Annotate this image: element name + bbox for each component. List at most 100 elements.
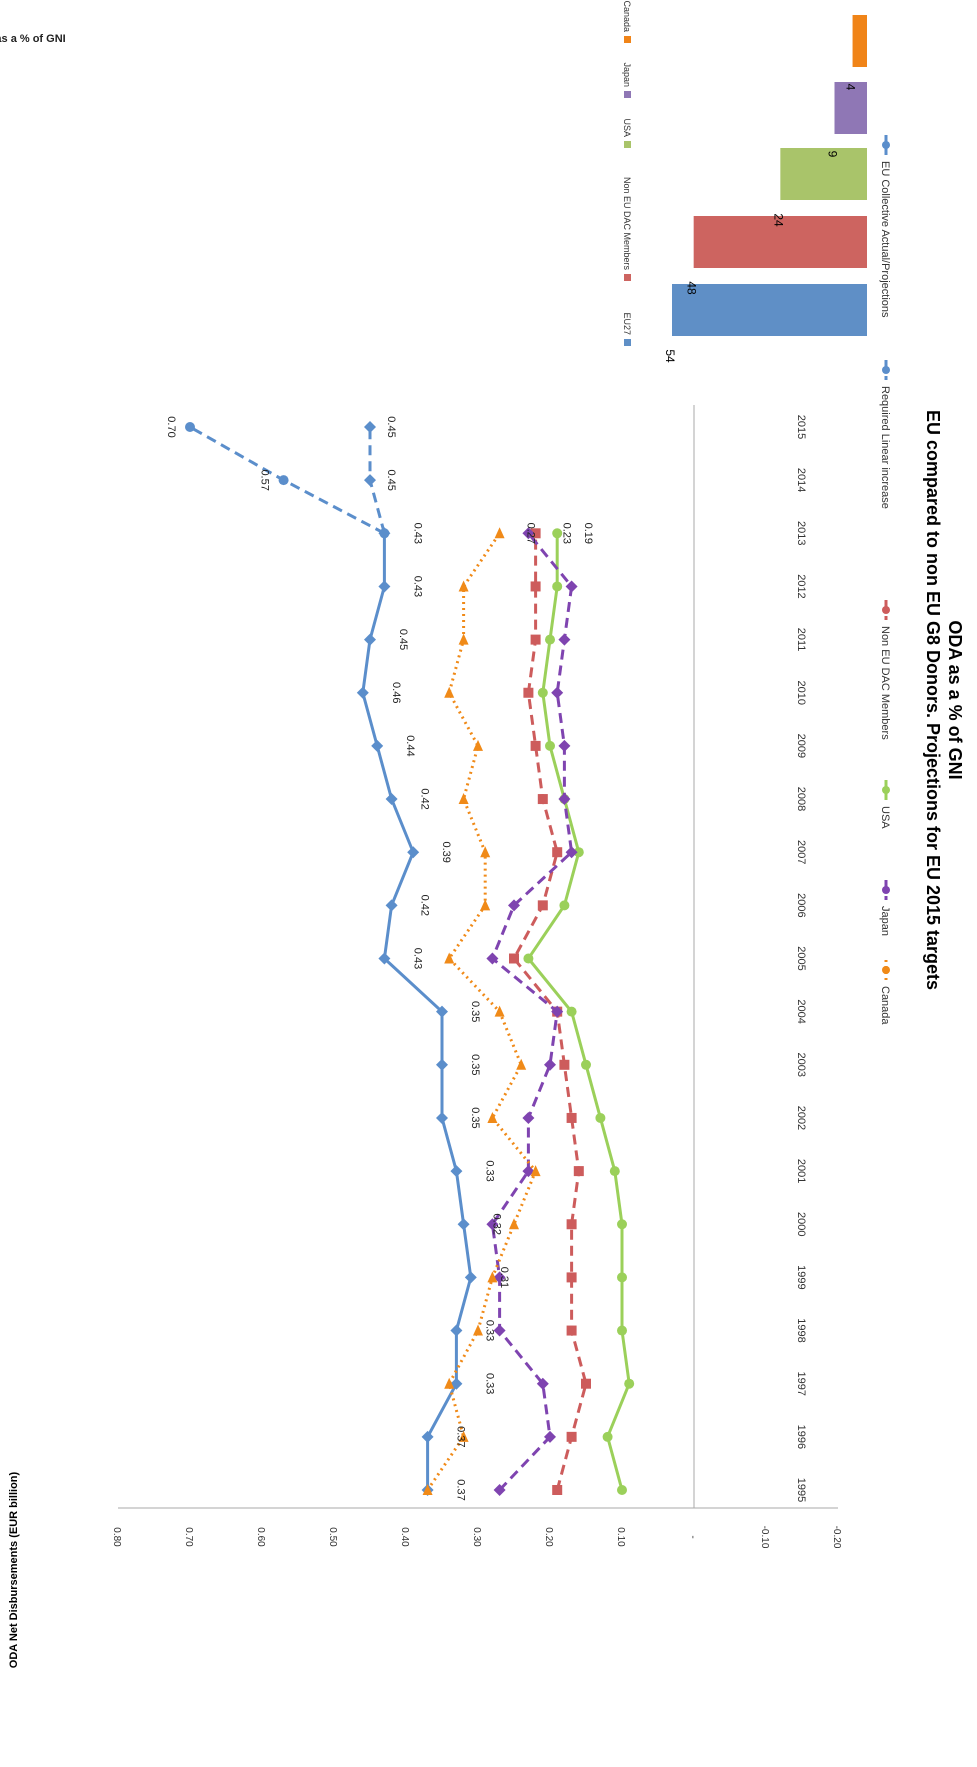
square-marker	[566, 1272, 577, 1283]
triangle-marker	[458, 633, 469, 645]
x-tick-label: 2002	[795, 1106, 807, 1130]
x-tick-label: 2004	[795, 999, 807, 1023]
square-marker	[566, 1112, 577, 1123]
diamond-marker	[493, 1324, 506, 1337]
bar-legend-label: Non EU DAC Members	[622, 177, 632, 271]
circle-marker	[617, 1219, 627, 1230]
square-marker	[581, 1378, 591, 1389]
data-label: 0.33	[483, 1160, 495, 1181]
bar-legend-swatch	[624, 36, 631, 43]
circle-marker	[537, 687, 548, 698]
triangle-marker	[516, 1058, 527, 1070]
x-tick-label: 2007	[795, 840, 807, 864]
data-label: 0.70	[165, 416, 177, 437]
x-tick-label: 2011	[795, 628, 807, 652]
data-label: 0.44	[404, 735, 416, 756]
bar-legend-label: Japan	[622, 62, 632, 87]
diamond-marker	[364, 633, 376, 646]
y-tick-label: 0.80	[111, 1527, 122, 1547]
square-marker	[566, 1431, 577, 1442]
circle-marker	[278, 475, 289, 486]
bar-legend-label: Canada	[622, 0, 632, 32]
diamond-marker	[544, 1430, 556, 1443]
y-tick-label: 0.10	[615, 1527, 626, 1547]
data-label: 0.35	[469, 1107, 481, 1128]
data-label: 0.45	[397, 629, 409, 650]
bar-value-label: 24	[771, 213, 785, 227]
square-marker	[573, 1166, 584, 1177]
diamond-marker	[493, 1271, 506, 1284]
legend-label: EU Collective Actual/Projections	[879, 161, 891, 318]
triangle-marker	[458, 793, 469, 805]
x-tick-label: 2001	[795, 1159, 807, 1183]
data-label: 0.37	[455, 1426, 467, 1447]
diamond-marker	[364, 474, 376, 487]
legend-label: Japan	[879, 906, 891, 936]
bar-chart-title: ODA Net Disbursements (EUR billion)	[8, 1471, 20, 1668]
bar-legend-swatch	[624, 339, 631, 346]
square-marker	[509, 953, 519, 964]
triangle-marker	[530, 1165, 541, 1177]
diamond-marker	[421, 1430, 434, 1443]
square-marker	[559, 1059, 570, 1070]
diamond-marker	[436, 1005, 448, 1018]
diamond-marker	[364, 421, 376, 433]
bar-chart-legend: EU27 Non EU DAC Members USA Japan Canada	[622, 0, 632, 346]
bar-legend-swatch	[624, 274, 631, 281]
circle-marker	[595, 1112, 606, 1123]
line-chart-subtitle: EU compared to non EU G8 Donors. Project…	[923, 410, 943, 990]
legend-swatch-marker	[882, 606, 890, 614]
x-tick-label: 2005	[795, 946, 807, 970]
square-marker	[530, 581, 541, 592]
legend-swatch-marker	[882, 886, 890, 894]
circle-marker	[617, 1485, 627, 1495]
y-tick-label: 0.50	[327, 1527, 338, 1547]
data-label: 0.27	[525, 523, 537, 544]
legend-swatch-marker	[882, 786, 890, 794]
bar-legend-label: USA	[622, 118, 632, 137]
bar-value-label: 9	[826, 151, 840, 158]
y-tick-label: -0.20	[831, 1526, 842, 1549]
triangle-marker	[473, 739, 483, 751]
x-tick-label: 2003	[795, 1053, 807, 1077]
circle-marker	[545, 740, 555, 751]
square-marker	[530, 634, 541, 645]
diamond-marker	[536, 1377, 549, 1390]
x-tick-label: 2010	[795, 681, 807, 705]
diamond-marker	[436, 1058, 448, 1071]
square-marker	[566, 1325, 577, 1336]
diamond-marker	[371, 739, 384, 752]
data-label: 0.43	[411, 948, 423, 969]
bar-legend-swatch	[624, 141, 631, 148]
data-label: 0.45	[385, 469, 397, 490]
diamond-marker	[378, 580, 391, 593]
circle-marker	[523, 953, 534, 964]
bar-value-label: 48	[685, 281, 699, 295]
diamond-marker	[544, 1058, 556, 1071]
bar-value-label: 4	[844, 84, 858, 91]
data-label: 0.46	[390, 682, 402, 703]
x-tick-label: 2014	[795, 468, 807, 492]
x-tick-label: 2009	[795, 734, 807, 758]
square-marker	[552, 1485, 563, 1495]
triangle-marker	[487, 1271, 498, 1283]
data-label: 0.35	[469, 1054, 481, 1075]
diamond-marker	[450, 1324, 463, 1337]
data-label: 0.35	[469, 1001, 481, 1022]
square-marker	[537, 900, 548, 911]
diamond-marker	[385, 793, 398, 806]
circle-marker	[545, 634, 555, 645]
x-tick-label: 1998	[795, 1318, 807, 1342]
bar-chart-bars: 54 48 24 9 4	[663, 15, 867, 363]
y-tick-label: -0.10	[759, 1526, 770, 1549]
data-label: 0.33	[483, 1373, 495, 1394]
data-label: 0.39	[440, 841, 452, 862]
triangle-marker	[487, 1111, 498, 1123]
data-label: 0.42	[419, 788, 431, 809]
circle-marker	[617, 1272, 627, 1283]
square-marker	[530, 740, 541, 751]
triangle-marker	[444, 1377, 455, 1389]
y-tick-label: 0.60	[255, 1527, 266, 1547]
